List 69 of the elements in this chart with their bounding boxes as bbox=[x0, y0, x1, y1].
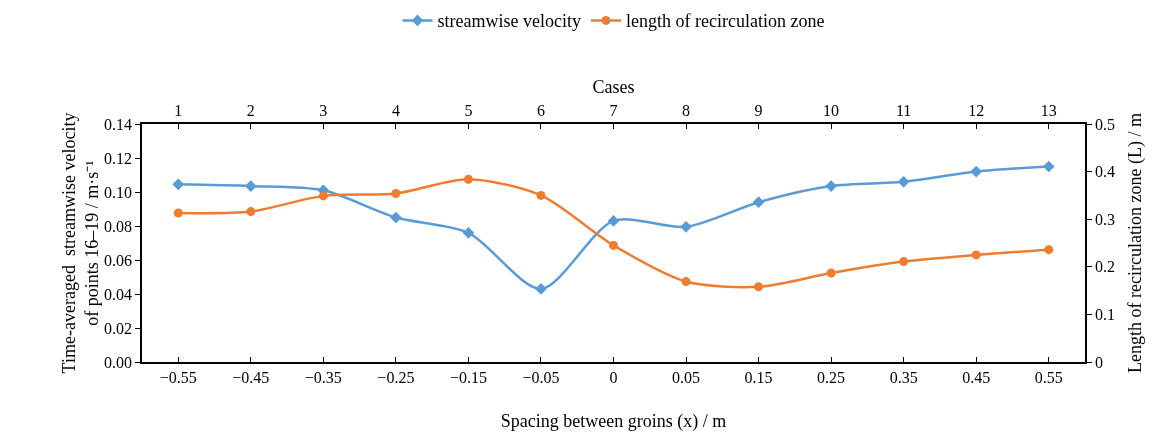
x-tick-label: 0.15 bbox=[744, 368, 773, 386]
x-tick-label: 0.05 bbox=[672, 368, 701, 386]
x2-tick-label: 9 bbox=[754, 101, 763, 119]
x2-tick-label: 1 bbox=[174, 101, 183, 119]
x2-axis-title: Cases bbox=[592, 76, 635, 97]
point bbox=[752, 196, 765, 209]
y-tick-label: 0.06 bbox=[104, 251, 133, 269]
point bbox=[462, 226, 475, 239]
point bbox=[318, 191, 328, 201]
y2-tick-label: 0.2 bbox=[1094, 258, 1115, 276]
x-tick-label: −0.05 bbox=[522, 368, 560, 386]
x2-tick-label: 2 bbox=[246, 101, 255, 119]
x2-tick-label: 5 bbox=[464, 101, 473, 119]
point bbox=[390, 211, 402, 224]
point bbox=[899, 257, 909, 267]
x-tick-label: 0.25 bbox=[817, 368, 846, 386]
y-tick-label: 0.12 bbox=[104, 149, 133, 167]
point bbox=[826, 268, 836, 278]
point bbox=[1042, 160, 1055, 173]
y2-tick-label: 0 bbox=[1094, 353, 1103, 371]
point bbox=[754, 282, 764, 292]
x2-tick-label: 12 bbox=[968, 101, 985, 119]
y2-axis-title: Length of recirculation zone (L) / m bbox=[1124, 113, 1146, 373]
x-tick-label: 0 bbox=[609, 368, 618, 386]
x2-tick-label: 10 bbox=[823, 101, 840, 119]
y2-tick-label: 0.3 bbox=[1094, 210, 1115, 228]
point bbox=[970, 165, 983, 178]
point bbox=[463, 174, 473, 184]
point bbox=[825, 180, 837, 192]
y-axis-title: Time-averaged streamwise velocity of points 16–19 / m·s⁻¹ bbox=[58, 112, 103, 374]
x-tick-label: −0.45 bbox=[232, 368, 270, 386]
x-tick-label: −0.55 bbox=[159, 368, 197, 386]
x-tick-label: 0.55 bbox=[1034, 368, 1063, 386]
x2-tick-label: 8 bbox=[682, 101, 691, 119]
point bbox=[971, 250, 981, 260]
x2-tick-label: 4 bbox=[391, 101, 400, 119]
y2-tick-label: 0.5 bbox=[1094, 115, 1115, 133]
y-tick-label: 0.08 bbox=[104, 217, 133, 235]
point bbox=[680, 221, 692, 233]
y-tick-label: 0.04 bbox=[104, 285, 133, 303]
legend-label: length of recirculation zone bbox=[625, 11, 825, 32]
x2-tick-label: 6 bbox=[536, 101, 545, 119]
point bbox=[897, 175, 910, 188]
x-tick-label: −0.25 bbox=[377, 368, 415, 386]
x2-tick-label: 13 bbox=[1040, 101, 1057, 119]
y2-tick-label: 0.4 bbox=[1094, 163, 1115, 181]
point bbox=[607, 215, 620, 227]
point bbox=[173, 208, 183, 218]
x-tick-label: −0.15 bbox=[449, 368, 487, 386]
x2-tick-label: 7 bbox=[609, 101, 618, 119]
point bbox=[172, 178, 185, 191]
x2-tick-label: 3 bbox=[319, 101, 328, 119]
x-tick-label: 0.45 bbox=[962, 368, 991, 386]
point bbox=[681, 277, 691, 287]
x-axis-title: Spacing between groins (x) / m bbox=[500, 410, 727, 432]
x-tick-label: −0.35 bbox=[304, 368, 342, 386]
y-tick-label: 0.00 bbox=[104, 353, 133, 371]
y-tick-label: 0.14 bbox=[104, 115, 133, 133]
point bbox=[1044, 245, 1054, 255]
y-tick-label: 0.10 bbox=[104, 183, 133, 201]
point bbox=[391, 189, 401, 198]
point bbox=[246, 207, 256, 217]
point bbox=[536, 190, 546, 200]
legend-label: streamwise velocity bbox=[437, 11, 581, 32]
x-tick-label: 0.35 bbox=[889, 368, 918, 386]
point bbox=[609, 240, 618, 250]
x2-tick-label: 11 bbox=[895, 101, 912, 119]
y2-tick-label: 0.1 bbox=[1094, 306, 1115, 323]
y-tick-label: 0.02 bbox=[104, 319, 133, 337]
